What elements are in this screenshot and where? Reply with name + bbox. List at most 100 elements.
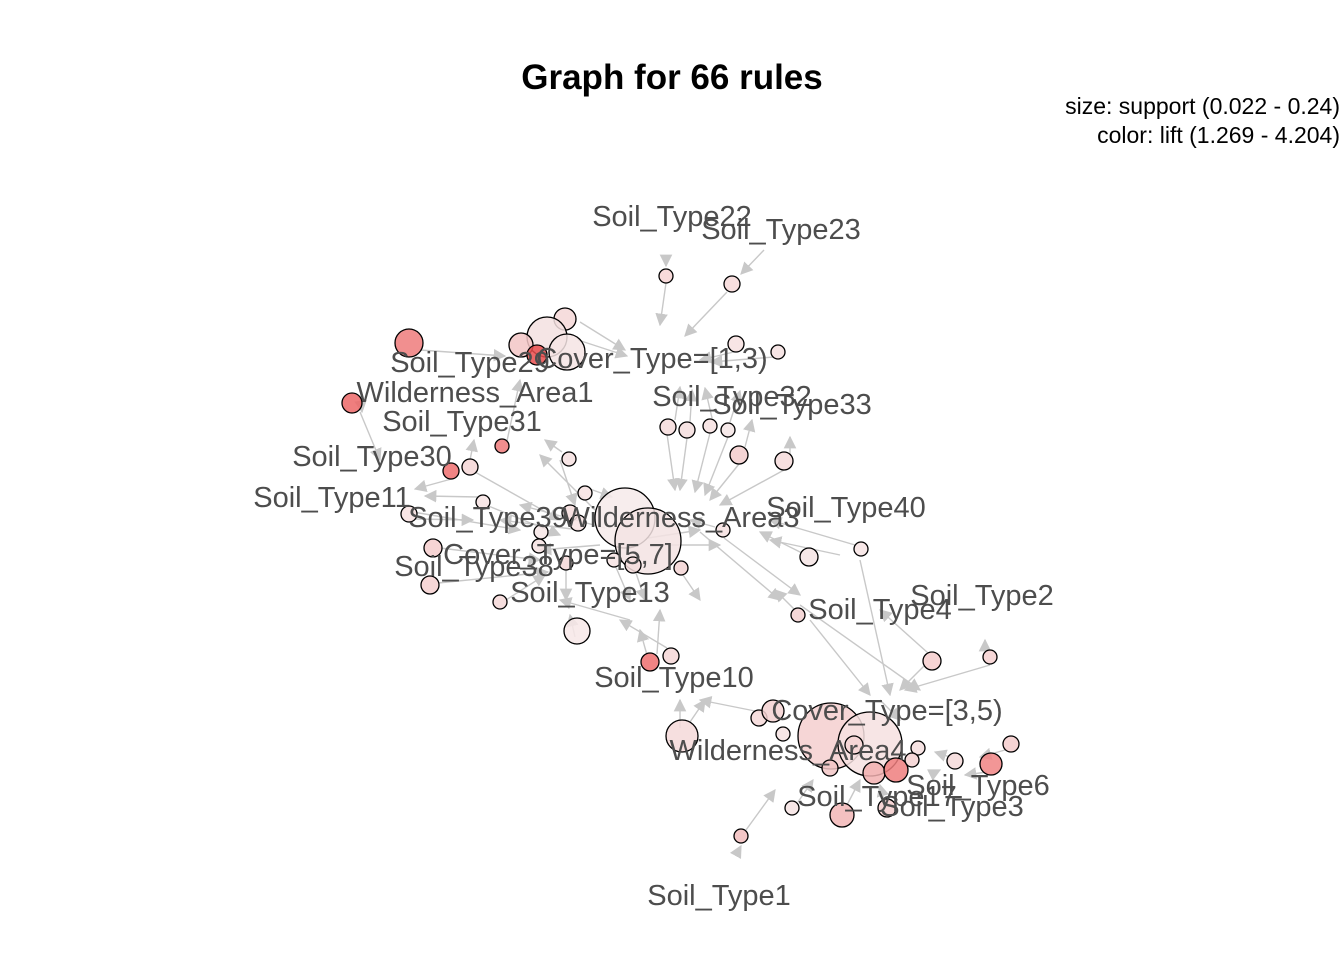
rule-edge-39	[899, 664, 926, 691]
rule-edge-30	[718, 469, 785, 506]
rule-edge-69	[859, 559, 894, 697]
rule-edge-13	[543, 439, 563, 453]
rule-node-55	[883, 757, 909, 783]
rule-edge-25	[666, 433, 680, 492]
rule-node-14	[659, 418, 677, 436]
rule-edge-35	[768, 536, 841, 556]
rule-edge-31	[688, 516, 716, 530]
node-layer	[341, 268, 1020, 844]
rule-edge-11	[359, 411, 382, 462]
item-label-soil-type6: Soil_Type6	[906, 770, 1050, 802]
item-label-soil-type10: Soil_Type10	[594, 662, 754, 694]
rule-edge-59	[729, 844, 742, 859]
item-label-soil-type1: Soil_Type1	[647, 880, 791, 912]
rule-node-16	[702, 418, 718, 434]
rule-edge-42	[636, 628, 650, 656]
rule-node-53	[821, 759, 839, 777]
item-label-soil-type32: Soil_Type32	[652, 381, 812, 413]
rule-edge-56	[682, 574, 701, 602]
item-label-cover-type-5-7: Cover_Type=[5,7]	[443, 539, 673, 571]
item-label-soil-type2: Soil_Type2	[910, 580, 1054, 612]
rule-node-43	[922, 651, 942, 671]
rule-edge-62	[846, 778, 861, 806]
rule-node-62	[829, 802, 855, 828]
legend-color: color: lift (1.269 - 4.204)	[1097, 122, 1340, 148]
rule-edge-40	[799, 604, 922, 691]
rule-node-63	[877, 798, 897, 818]
rule-edge-72	[689, 698, 706, 723]
rule-node-24	[577, 485, 593, 501]
rule-edge-45	[618, 619, 668, 649]
rule-edge-65	[933, 749, 951, 762]
item-label-wilderness-area4: Wilderness_Area4	[670, 735, 907, 767]
rule-node-7	[526, 344, 548, 366]
item-label-wilderness-area1: Wilderness_Area1	[357, 377, 594, 409]
rule-node-56	[910, 740, 926, 756]
rule-node-23	[400, 505, 418, 523]
rule-node-64	[733, 828, 749, 844]
item-label-soil-type22: Soil_Type22	[592, 201, 752, 233]
rule-node-6	[508, 332, 534, 358]
rule-node-57	[904, 752, 920, 768]
rule-node-45	[640, 652, 660, 672]
rule-node-10	[770, 344, 786, 360]
rule-edge-43	[652, 608, 666, 655]
item-label-soil-type3: Soil_Type3	[880, 791, 1024, 823]
rule-node-46	[662, 647, 680, 665]
item-label-soil-type33: Soil_Type33	[712, 389, 872, 421]
rule-node-35	[673, 560, 689, 576]
rule-edge-2	[740, 249, 765, 275]
rule-node-49	[761, 699, 785, 723]
item-label-cover-type-1-3: Cover_Type=[1,3)	[536, 343, 767, 375]
rule-node-44	[982, 649, 998, 665]
rule-node-32	[558, 555, 574, 571]
rule-edge-55	[635, 572, 648, 602]
item-label-soil-type11: Soil_Type11	[253, 482, 410, 514]
rule-edge-21	[413, 477, 456, 493]
rule-node-31	[423, 538, 443, 558]
rule-edge-27	[691, 432, 711, 494]
rule-node-17	[720, 422, 736, 438]
rule-node-30	[531, 538, 547, 554]
item-label-soil-type40: Soil_Type40	[766, 492, 926, 524]
rule-node-28	[569, 514, 587, 532]
rule-node-37	[492, 594, 508, 610]
rule-edge-61	[797, 778, 814, 803]
rule-node-3	[394, 328, 424, 358]
rule-edge-54	[614, 564, 632, 602]
item-label-soil-type31: Soil_Type31	[382, 406, 542, 438]
rule-edge-57	[723, 537, 802, 596]
item-label-soil-type17: Soil_Type17	[797, 781, 957, 813]
rule-edge-18	[743, 418, 756, 448]
rule-node-61	[784, 800, 800, 816]
rule-node-65	[844, 735, 864, 755]
rule-edge-4	[684, 291, 728, 337]
rule-edge-26	[675, 437, 688, 492]
rule-node-22	[475, 494, 491, 510]
item-label-wilderness-area3: Wilderness_Area3	[563, 502, 800, 534]
rule-edge-15	[685, 388, 698, 423]
rule-edge-5	[579, 321, 627, 351]
rule-node-21	[442, 462, 460, 480]
rule-edge-48	[437, 566, 550, 584]
rule-edge-34	[774, 589, 796, 611]
item-label-soil-type23: Soil_Type23	[701, 214, 861, 246]
legend-size: size: support (0.022 - 0.24)	[1065, 93, 1340, 119]
rule-node-42	[790, 607, 806, 623]
rule-node-18	[729, 445, 749, 465]
rule-edge-12	[506, 378, 524, 442]
item-label-cover-type-3-5: Cover_Type=[3,5)	[771, 695, 1002, 727]
rule-node-12	[494, 438, 510, 454]
rule-edge-74	[559, 459, 578, 507]
item-label-soil-type13: Soil_Type13	[510, 577, 670, 609]
rule-node-34	[624, 556, 642, 574]
item-label-soil-type39: Soil_Type39	[408, 502, 568, 534]
rule-node-38	[563, 617, 591, 645]
rule-edge-68	[879, 699, 901, 721]
rule-node-41	[853, 541, 869, 557]
rule-edge-3	[655, 282, 668, 327]
rule-node-60	[1002, 735, 1020, 753]
rule-node-50	[775, 726, 791, 742]
rule-node-9	[727, 335, 745, 353]
